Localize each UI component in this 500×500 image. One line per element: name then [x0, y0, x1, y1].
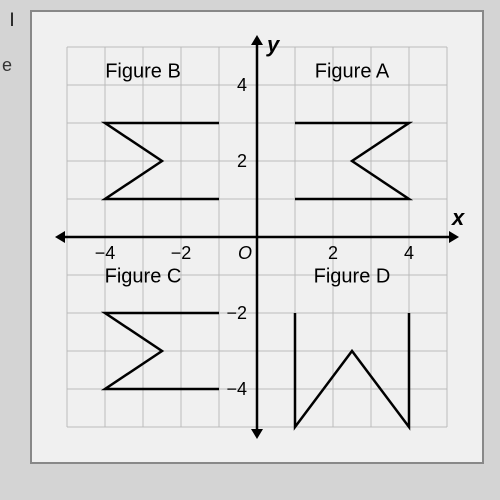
figure-label: Figure C: [105, 266, 182, 288]
x-axis-label: x: [451, 205, 465, 230]
y-tick-label: 2: [237, 151, 247, 171]
y-axis-label: y: [266, 32, 281, 57]
coordinate-chart: −4 −2 2 4 −4 −2 2 4 Ox y Figure A Figure B Figure C F…: [30, 10, 484, 464]
edge-text-1: l: [10, 10, 14, 31]
y-tick-label: −2: [226, 303, 247, 323]
figure-label: Figure B: [105, 60, 181, 82]
x-tick-label: −4: [95, 243, 116, 263]
x-tick-label: −2: [171, 243, 192, 263]
y-arrow-up: [251, 35, 263, 45]
figure-label: Figure A: [315, 60, 390, 82]
figure-shape-figure-d: [295, 313, 409, 427]
x-arrow-right: [449, 231, 459, 243]
x-tick-label: 2: [328, 243, 338, 263]
figure-label: Figure D: [314, 266, 391, 288]
x-tick-label: 4: [404, 243, 414, 263]
chart-svg: −4 −2 2 4 −4 −2 2 4 Ox y Figure A Figure B Figure C F…: [37, 17, 477, 457]
origin-label: O: [238, 243, 252, 263]
y-tick-label: 4: [237, 75, 247, 95]
y-tick-label: −4: [226, 379, 247, 399]
edge-text-2: e: [2, 55, 12, 76]
y-arrow-down: [251, 429, 263, 439]
x-arrow-left: [55, 231, 65, 243]
